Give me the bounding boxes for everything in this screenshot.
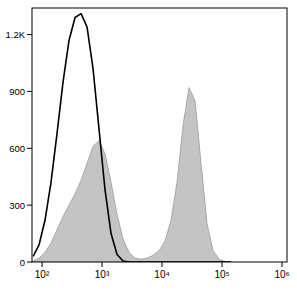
x-tick	[42, 262, 43, 267]
y-tick-label: 600	[9, 143, 25, 154]
y-tick-label: 300	[9, 200, 25, 211]
area-series	[33, 88, 231, 262]
plot-frame	[32, 8, 287, 262]
plot-area	[33, 14, 231, 262]
chart: 10² 10³ 10⁴ 10⁵ 10⁶ 0 300 600 900 1.2K	[0, 0, 297, 294]
y-tick	[27, 148, 32, 149]
y-tick	[27, 91, 32, 92]
x-tick-label: 10²	[35, 269, 50, 280]
line-series	[33, 14, 231, 262]
y-tick	[27, 205, 32, 206]
x-tick-label: 10⁶	[274, 269, 289, 280]
y-tick	[27, 262, 32, 263]
y-tick-label: 0	[20, 257, 25, 268]
y-tick	[27, 34, 32, 35]
y-tick-label: 900	[9, 86, 25, 97]
x-tick	[222, 262, 223, 267]
x-tick	[102, 262, 103, 267]
y-tick-label: 1.2K	[5, 29, 25, 40]
x-tick-label: 10⁵	[214, 269, 229, 280]
x-tick	[162, 262, 163, 267]
x-tick-label: 10³	[95, 269, 110, 280]
x-tick-label: 10⁴	[154, 269, 169, 280]
x-tick	[282, 262, 283, 267]
